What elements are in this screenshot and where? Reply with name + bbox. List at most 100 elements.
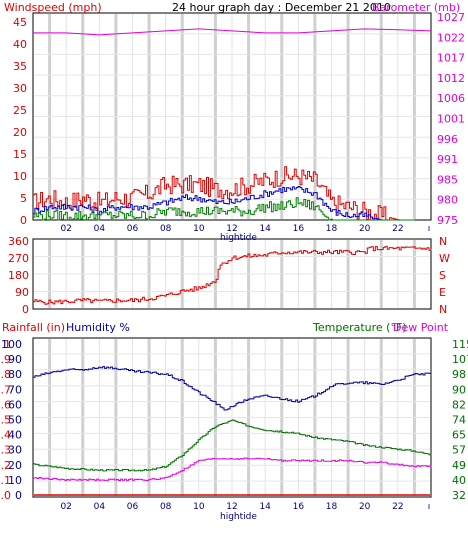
rain-tick-label: 0.3 xyxy=(0,444,11,457)
x-tick-label: 20 xyxy=(359,224,371,234)
x-tick-label: ı xyxy=(428,502,431,512)
x-tick-label: 04 xyxy=(94,224,106,234)
x-tick-label: 20 xyxy=(359,502,371,512)
dewpoint-line xyxy=(33,457,432,481)
direction-tick-label: 270 xyxy=(8,252,29,265)
compass-tick-label: E xyxy=(439,286,446,299)
direction-panel-grid xyxy=(34,240,430,308)
rain-tick-label: 0.5 xyxy=(0,414,11,427)
wind-tick-label: 0 xyxy=(20,214,27,227)
wind-panel-grid xyxy=(34,14,430,219)
barometer-tick-label: 1001 xyxy=(437,113,465,126)
wind-tick-label: 20 xyxy=(13,126,27,139)
humidity-tick-label: 50 xyxy=(8,414,22,427)
x-tick-label: 02 xyxy=(60,502,71,512)
humidity-tick-label: 10 xyxy=(8,474,22,487)
humidity-tick-label: 100 xyxy=(1,338,22,351)
x-tick-label: 16 xyxy=(293,224,305,234)
rain-tick-label: 0.7 xyxy=(0,383,11,396)
x-tick-label: ı xyxy=(428,224,431,234)
x-tick-label: 22 xyxy=(392,502,403,512)
temperature-tick-label: 74 xyxy=(452,414,466,427)
rain-tick-label: 1 xyxy=(4,338,11,351)
rain-tick-label: 0.6 xyxy=(0,398,11,411)
graph-title: 24 hour graph day : December 21 2010 xyxy=(172,1,391,14)
wind-panel-series xyxy=(33,28,432,221)
humidity-tick-label: 70 xyxy=(8,383,22,396)
x-tick-label: 18 xyxy=(326,224,338,234)
temperature-tick-label: 90 xyxy=(452,383,466,396)
wind-tick-label: 10 xyxy=(13,170,27,183)
barometer-tick-label: 1022 xyxy=(437,31,465,44)
rain-tick-label: 0.9 xyxy=(0,353,11,366)
x-tick-label: 14 xyxy=(259,224,271,234)
rain-tick-label: 0.4 xyxy=(0,429,11,442)
temperature-tick-label: 98 xyxy=(452,368,466,381)
wind-direction-line xyxy=(33,245,432,305)
humidity-tick-label: 90 xyxy=(8,353,22,366)
temperature-tick-label: 57 xyxy=(452,444,466,457)
direction-tick-label: 90 xyxy=(15,286,29,299)
x-tick-label: 18 xyxy=(326,502,338,512)
humidity-tick-label: 80 xyxy=(8,368,22,381)
x-tick-label: 08 xyxy=(160,224,172,234)
wind-tick-label: 35 xyxy=(13,60,27,73)
rain-tick-label: 0.1 xyxy=(0,474,11,487)
axes-labels: 0510152025303540459759809859919961001100… xyxy=(0,11,468,512)
barometer-tick-label: 1017 xyxy=(437,52,465,65)
x-tick-label: 16 xyxy=(293,502,305,512)
barometer-tick-label: 1027 xyxy=(437,11,465,24)
x-tick-label: 02 xyxy=(60,224,71,234)
x-tick-label: 12 xyxy=(226,224,237,234)
compass-tick-label: S xyxy=(439,269,446,282)
humidity-tick-label: 0 xyxy=(15,489,22,502)
barometer-axis-title: Barometer (mb) xyxy=(372,1,460,14)
wind-tick-label: 15 xyxy=(13,148,27,161)
direction-tick-label: 0 xyxy=(22,303,29,316)
x-tick-label: 06 xyxy=(127,224,139,234)
temperature-tick-label: 49 xyxy=(452,459,466,472)
x-tick-label: 10 xyxy=(193,502,205,512)
dewpoint-axis-title: Dew Point xyxy=(393,321,449,334)
x-axis-label-bottom: hightide xyxy=(220,512,257,522)
weather-panel-series xyxy=(33,366,432,496)
wind-tick-label: 30 xyxy=(13,82,27,95)
temperature-axis-title: Temperature (°F) xyxy=(312,321,407,334)
temperature-tick-label: 65 xyxy=(452,429,466,442)
x-tick-label: 06 xyxy=(127,502,139,512)
direction-tick-label: 180 xyxy=(8,269,29,282)
barometer-tick-label: 996 xyxy=(437,133,458,146)
x-tick-label: 04 xyxy=(94,502,106,512)
x-tick-label: 14 xyxy=(259,502,271,512)
direction-panel-series xyxy=(33,245,432,305)
compass-tick-label: N xyxy=(439,235,447,248)
wind-low-line xyxy=(33,197,415,221)
barometer-tick-label: 980 xyxy=(437,194,458,207)
rain-tick-label: 0.2 xyxy=(0,459,11,472)
rain-tick-label: 0.8 xyxy=(0,368,11,381)
x-axis-label-top: hightide xyxy=(220,233,257,243)
temperature-line xyxy=(33,419,432,472)
wind-tick-label: 45 xyxy=(13,16,27,29)
humidity-tick-label: 60 xyxy=(8,398,22,411)
temperature-tick-label: 82 xyxy=(452,398,466,411)
humidity-tick-label: 30 xyxy=(8,444,22,457)
temperature-tick-label: 40 xyxy=(452,474,466,487)
compass-tick-label: N xyxy=(439,303,447,316)
wind-gust-line xyxy=(33,166,415,221)
rain-tick-label: 0.0 xyxy=(0,489,11,502)
x-tick-label: 12 xyxy=(226,502,237,512)
barometer-tick-label: 985 xyxy=(437,173,458,186)
barometer-tick-label: 975 xyxy=(437,214,458,227)
humidity-tick-label: 40 xyxy=(8,429,22,442)
x-tick-label: 22 xyxy=(392,224,403,234)
wind-tick-label: 40 xyxy=(13,38,27,51)
rain-axis-title: Rainfall (in) xyxy=(2,321,65,334)
wind-tick-label: 25 xyxy=(13,104,27,117)
temperature-tick-label: 115 xyxy=(452,338,468,351)
barometer-tick-label: 991 xyxy=(437,153,458,166)
compass-tick-label: W xyxy=(439,252,450,265)
x-tick-label: 10 xyxy=(193,224,205,234)
